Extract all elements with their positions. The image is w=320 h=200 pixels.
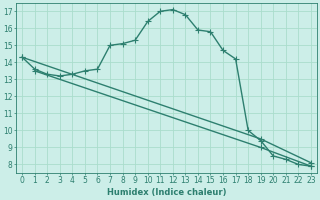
- X-axis label: Humidex (Indice chaleur): Humidex (Indice chaleur): [107, 188, 226, 197]
